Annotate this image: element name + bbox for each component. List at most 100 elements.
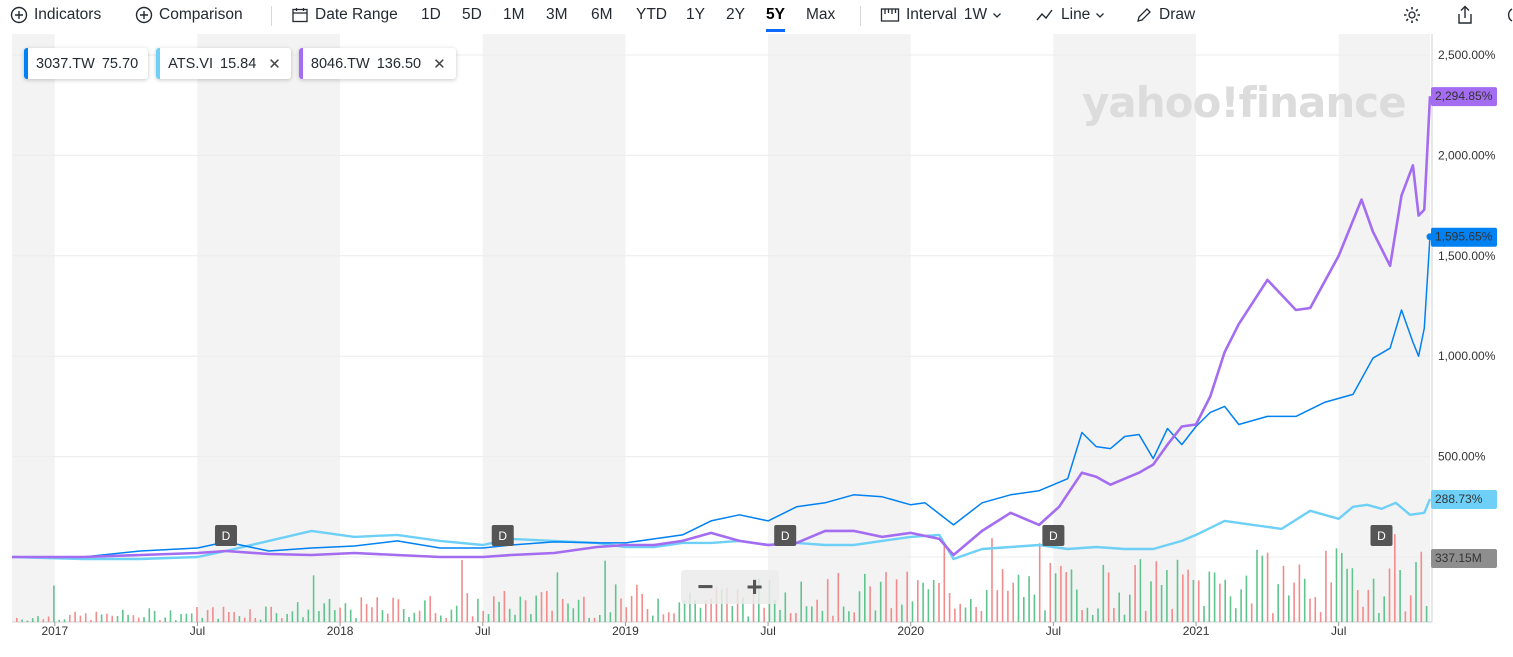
volume-bar bbox=[1356, 590, 1359, 622]
volume-bar bbox=[466, 593, 469, 622]
volume-bar bbox=[625, 607, 628, 622]
volume-bar bbox=[620, 598, 622, 622]
volume-bar bbox=[641, 593, 643, 622]
zoom-in-button[interactable]: + bbox=[746, 571, 763, 602]
volume-bar bbox=[1240, 589, 1242, 622]
range-6m[interactable]: 6M bbox=[591, 6, 613, 23]
volume-bar bbox=[1319, 612, 1322, 622]
volume-bar bbox=[869, 586, 871, 622]
remove-comparison-icon[interactable]: ✕ bbox=[268, 55, 281, 73]
dividend-marker[interactable]: D bbox=[214, 525, 237, 546]
volume-bar bbox=[1076, 589, 1078, 622]
legend-chip[interactable]: 8046.TW 136.50 ✕ bbox=[298, 48, 456, 79]
settings-button[interactable] bbox=[1402, 0, 1428, 30]
range-5y[interactable]: 5Y bbox=[766, 0, 785, 32]
indicators-button[interactable]: Indicators bbox=[10, 0, 101, 30]
volume-bar bbox=[975, 606, 977, 622]
volume-bar bbox=[153, 610, 156, 622]
time-band bbox=[482, 34, 626, 622]
share-button[interactable] bbox=[1456, 0, 1480, 30]
volume-bar bbox=[1113, 608, 1115, 622]
dividend-marker-bg bbox=[214, 525, 237, 546]
line-chart-icon bbox=[1036, 9, 1053, 21]
range-1y[interactable]: 1Y bbox=[686, 6, 705, 23]
volume-bar bbox=[911, 601, 914, 622]
comparison-button[interactable]: Comparison bbox=[135, 0, 243, 30]
volume-bar bbox=[1012, 582, 1014, 622]
volume-bar bbox=[970, 598, 972, 622]
time-band bbox=[197, 34, 341, 622]
volume-bar bbox=[111, 615, 113, 622]
volume-bar bbox=[705, 599, 707, 622]
date-range-button[interactable]: Date Range bbox=[291, 0, 398, 30]
volume-bar bbox=[599, 614, 601, 622]
volume-bar bbox=[842, 606, 845, 622]
legend-chip[interactable]: 3037.TW 75.70 bbox=[24, 48, 149, 79]
volume-bar bbox=[1086, 607, 1089, 622]
volume-bar bbox=[1388, 568, 1391, 622]
draw-button[interactable]: Draw bbox=[1135, 0, 1195, 30]
volume-bar bbox=[1091, 614, 1094, 622]
legend-color-swatch bbox=[156, 48, 161, 79]
volume-bars bbox=[16, 534, 1428, 622]
time-band bbox=[768, 34, 911, 622]
volume-bar bbox=[1017, 574, 1020, 622]
legend-chip[interactable]: ATS.VI 15.84 ✕ bbox=[156, 48, 291, 79]
volume-bar bbox=[858, 591, 861, 622]
volume-bar bbox=[1277, 584, 1279, 622]
range-2y[interactable]: 2Y bbox=[726, 6, 745, 23]
pencil-icon bbox=[1137, 8, 1151, 22]
dividend-marker[interactable]: D bbox=[1042, 525, 1065, 546]
volume-bar bbox=[1293, 582, 1295, 622]
series-line-8046-tw bbox=[12, 96, 1432, 559]
volume-bar bbox=[275, 613, 278, 622]
x-tick-label: 2017 bbox=[41, 624, 68, 638]
range-3m[interactable]: 3M bbox=[546, 6, 568, 23]
volume-bar bbox=[567, 603, 569, 622]
y-tick-label: 2,000.00% bbox=[1438, 148, 1496, 162]
volume-bar bbox=[402, 608, 405, 622]
interval-button[interactable]: Interval 1W bbox=[880, 0, 1009, 30]
chart-area[interactable]: 2,500.00% 2,000.00% 1,500.00% 1,000.00% 500.… bbox=[0, 34, 1513, 657]
volume-bar bbox=[1250, 603, 1253, 622]
volume-bar bbox=[159, 620, 161, 622]
volume-bar bbox=[212, 607, 214, 622]
volume-bar bbox=[16, 617, 18, 622]
dividend-marker[interactable]: D bbox=[491, 525, 514, 546]
volume-bar bbox=[434, 613, 437, 622]
volume-bar bbox=[371, 607, 373, 622]
volume-bar bbox=[943, 542, 946, 622]
legend-symbol: 8046.TW bbox=[310, 55, 370, 72]
dividend-marker[interactable]: D bbox=[1370, 525, 1393, 546]
y-tick-label: 2,500.00% bbox=[1438, 48, 1496, 62]
volume-bar bbox=[932, 580, 935, 622]
volume-bar bbox=[254, 617, 257, 622]
volume-bar bbox=[1187, 569, 1189, 622]
chart-toolbar: Indicators Comparison Date Range 1D 5D 1M 3… bbox=[0, 0, 1513, 34]
dividend-marker[interactable]: D bbox=[774, 525, 797, 546]
volume-bar bbox=[848, 611, 850, 622]
volume-bar bbox=[334, 610, 336, 622]
volume-bar bbox=[392, 597, 394, 622]
range-5d[interactable]: 5D bbox=[462, 6, 482, 23]
chart-type-label: Line bbox=[1061, 6, 1091, 23]
range-ytd[interactable]: YTD bbox=[636, 6, 667, 23]
volume-bar bbox=[1155, 561, 1158, 622]
range-1m[interactable]: 1M bbox=[503, 6, 525, 23]
chart-type-button[interactable]: Line bbox=[1035, 0, 1112, 30]
range-1d[interactable]: 1D bbox=[421, 6, 441, 23]
volume-bar bbox=[185, 613, 188, 622]
volume-bar bbox=[1309, 598, 1311, 622]
dividend-marker-label: D bbox=[1377, 529, 1386, 543]
range-max[interactable]: Max bbox=[806, 6, 836, 23]
volume-bar bbox=[1160, 585, 1163, 622]
zoom-out-button[interactable]: − bbox=[697, 571, 714, 602]
volume-bar bbox=[349, 609, 352, 622]
fullscreen-button[interactable] bbox=[1503, 0, 1513, 30]
volume-bar bbox=[1129, 594, 1131, 622]
volume-bar bbox=[387, 613, 389, 622]
volume-bar bbox=[127, 614, 129, 622]
end-label-3037-bg bbox=[1431, 227, 1497, 247]
remove-comparison-icon[interactable]: ✕ bbox=[433, 55, 446, 73]
volume-bar bbox=[169, 610, 172, 622]
